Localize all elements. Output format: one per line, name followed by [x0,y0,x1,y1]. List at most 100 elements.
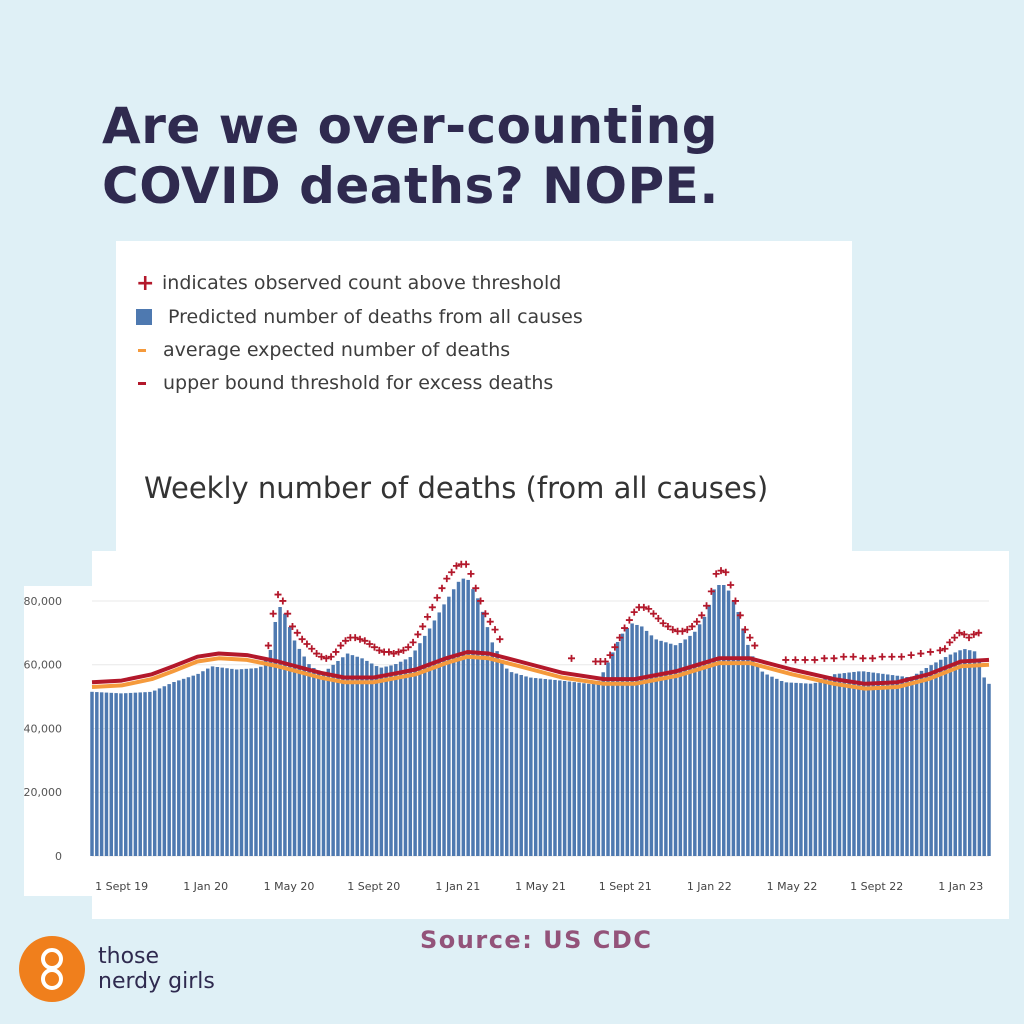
bar [196,673,200,856]
bar [895,675,900,856]
bar [437,612,441,856]
bar [408,657,413,856]
excess-marker [731,597,739,605]
bar [982,677,986,856]
bar [861,671,866,856]
excess-marker [399,646,407,654]
x-tick-label: 1 Jan 21 [435,880,480,893]
excess-marker [284,610,292,618]
bar [341,657,345,856]
excess-marker [621,624,629,632]
bar [958,650,962,856]
bar [582,683,586,856]
excess-marker [414,630,422,638]
excess-marker [654,614,662,622]
bar [480,611,485,856]
headline: Are we over-counting COVID deaths? NOPE. [102,96,962,216]
bar [509,672,514,856]
excess-marker [659,619,667,627]
bar [586,683,591,856]
bar [263,658,268,856]
bar [514,673,519,856]
bar [316,670,321,856]
excess-marker [351,634,359,642]
bar [244,668,249,856]
excess-marker [707,587,715,595]
bar [307,664,311,856]
bar [939,659,943,856]
bar [210,666,215,856]
excess-marker [390,650,398,658]
bar [148,691,152,856]
bar [746,644,750,856]
bar [693,631,697,856]
bar [866,671,871,856]
weekly-deaths-chart: 0 20,000 40,000 60,000 80,000 1 Sept 19 1 Jan … [24,560,991,893]
excess-marker [279,597,287,605]
excess-marker [649,610,657,618]
excess-marker [791,656,799,664]
bar [750,656,755,856]
excess-marker [404,643,412,651]
bar [914,673,919,856]
bar [857,671,861,856]
dash-orange-icon [138,348,146,352]
bar [948,654,953,856]
excess-marker [472,584,480,592]
bar [423,635,427,856]
x-tick-label: 1 Sept 19 [95,880,148,893]
bar [726,590,731,856]
excess-marker [746,634,754,642]
x-tick-label: 1 Sept 22 [850,880,903,893]
bar [577,682,581,856]
excess-marker [625,616,633,624]
bar [722,585,726,856]
excess-marker [970,630,978,638]
bar [934,662,938,856]
y-tick-label: 60,000 [24,659,62,672]
bar [365,660,369,856]
bar [702,616,707,856]
bar [167,684,171,856]
excess-marker [433,594,441,602]
bar [668,643,673,856]
bar [620,633,625,856]
bar [678,643,683,856]
bar [215,667,220,856]
bar [813,682,818,856]
bar [331,664,335,856]
bar [741,628,745,856]
bar [321,672,326,856]
bar [302,656,306,856]
bar [201,671,205,856]
bar [249,668,253,856]
bar [360,658,364,856]
bar [707,604,712,856]
bar [847,672,851,856]
excess-marker [941,645,949,653]
bar [326,668,331,856]
excess-marker [395,648,403,656]
bar [283,613,287,856]
excess-marker [375,646,383,654]
bar [808,683,813,856]
x-tick-label: 1 May 20 [264,880,315,893]
bar [567,681,572,856]
bar [104,692,109,856]
excess-marker [428,603,436,611]
bar [953,652,957,856]
bar [760,671,765,856]
bar [842,673,847,856]
bar [490,642,495,856]
bar [654,639,658,856]
excess-marker [960,630,968,638]
excess-marker [678,627,686,635]
excess-marker [664,622,672,630]
bar [234,669,239,856]
bar [138,692,142,856]
excess-marker [356,635,364,643]
bar [278,606,282,856]
excess-marker [601,658,609,666]
excess-marker [951,634,959,642]
bar [471,589,475,856]
